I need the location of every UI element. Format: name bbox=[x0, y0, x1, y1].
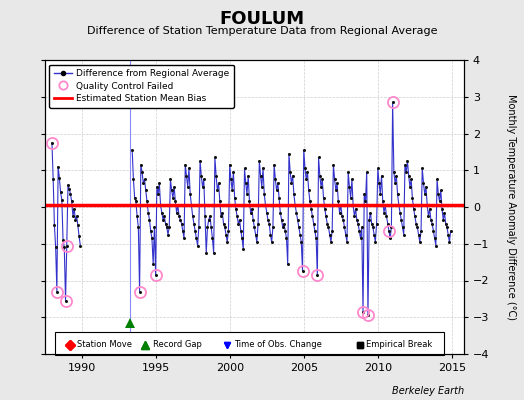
Text: Time of Obs. Change: Time of Obs. Change bbox=[234, 340, 322, 349]
Text: Station Move: Station Move bbox=[77, 340, 132, 349]
Text: Empirical Break: Empirical Break bbox=[366, 340, 432, 349]
Text: Record Gap: Record Gap bbox=[152, 340, 202, 349]
Text: Time of Obs. Change: Time of Obs. Change bbox=[234, 340, 322, 349]
Legend: Difference from Regional Average, Quality Control Failed, Estimated Station Mean: Difference from Regional Average, Qualit… bbox=[49, 64, 234, 108]
Y-axis label: Monthly Temperature Anomaly Difference (°C): Monthly Temperature Anomaly Difference (… bbox=[506, 94, 516, 320]
Text: Station Move: Station Move bbox=[77, 340, 132, 349]
Text: Record Gap: Record Gap bbox=[152, 340, 202, 349]
Text: Empirical Break: Empirical Break bbox=[366, 340, 432, 349]
Text: Berkeley Earth: Berkeley Earth bbox=[391, 386, 464, 396]
Bar bbox=[55, 332, 444, 355]
Text: FOULUM: FOULUM bbox=[220, 10, 304, 28]
Text: Difference of Station Temperature Data from Regional Average: Difference of Station Temperature Data f… bbox=[87, 26, 437, 36]
